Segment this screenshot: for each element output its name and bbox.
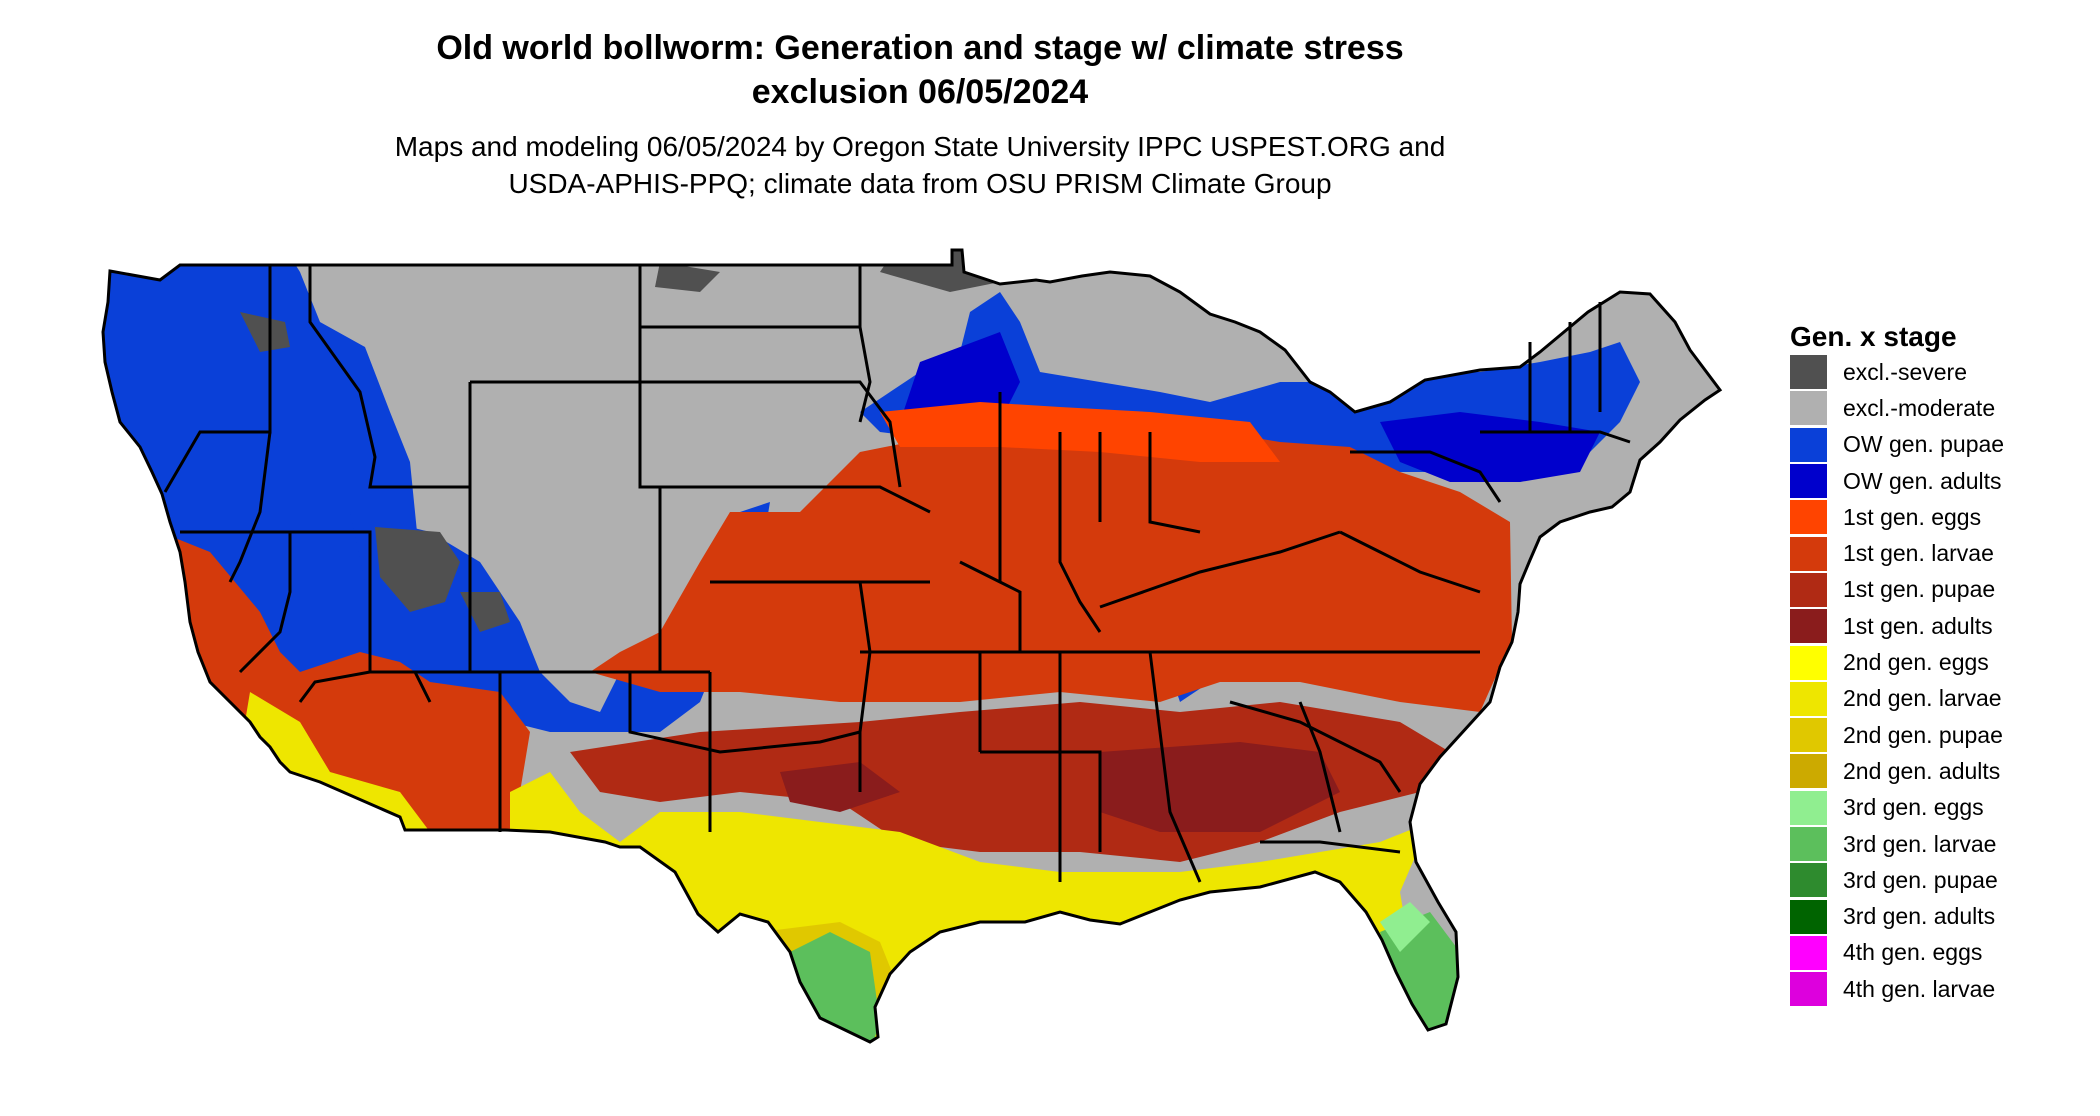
legend-item: 4th gen. eggs — [1790, 935, 2080, 971]
legend-swatch — [1790, 645, 1827, 680]
legend-label: OW gen. pupae — [1843, 431, 2005, 458]
legend-label: 1st gen. eggs — [1843, 503, 1982, 530]
legend-label: 4th gen. eggs — [1843, 939, 1983, 966]
legend-swatch — [1790, 500, 1827, 535]
legend-item: 2nd gen. larvae — [1790, 681, 2080, 717]
legend-label: excl.-moderate — [1843, 394, 1996, 421]
legend-item: 4th gen. larvae — [1790, 971, 2080, 1007]
legend-label: 2nd gen. eggs — [1843, 649, 1989, 676]
legend-swatch — [1790, 391, 1827, 426]
legend-item: excl.-severe — [1790, 354, 2080, 390]
legend-label: 2nd gen. larvae — [1843, 685, 2002, 712]
legend-label: 2nd gen. adults — [1843, 757, 2001, 784]
legend-label: 1st gen. larvae — [1843, 540, 1994, 567]
legend-swatch — [1790, 536, 1827, 571]
legend-label: 2nd gen. pupae — [1843, 721, 2003, 748]
legend-item: 3rd gen. larvae — [1790, 826, 2080, 862]
map-title: Old world bollworm: Generation and stage… — [330, 26, 1510, 114]
legend-item: 1st gen. eggs — [1790, 499, 2080, 535]
legend-label: 3rd gen. adults — [1843, 903, 1996, 930]
legend-swatch — [1790, 754, 1827, 789]
legend-label: 1st gen. pupae — [1843, 576, 1996, 603]
map-subtitle-line-2: USDA-APHIS-PPQ; climate data from OSU PR… — [508, 168, 1332, 199]
legend-label: 4th gen. larvae — [1843, 975, 1996, 1002]
map-subtitle-line-1: Maps and modeling 06/05/2024 by Oregon S… — [394, 131, 1446, 162]
legend-swatch — [1790, 464, 1827, 499]
legend-swatch — [1790, 427, 1827, 462]
legend-item: 2nd gen. adults — [1790, 753, 2080, 789]
legend-item: 2nd gen. pupae — [1790, 717, 2080, 753]
map-title-line-1: Old world bollworm: Generation and stage… — [436, 29, 1404, 67]
legend-swatch — [1790, 572, 1827, 607]
legend-item: OW gen. adults — [1790, 463, 2080, 499]
map-title-line-2: exclusion 06/05/2024 — [751, 73, 1089, 111]
legend-title: Gen. x stage — [1790, 321, 1957, 352]
legend-swatch — [1790, 863, 1827, 898]
legend-swatch — [1790, 609, 1827, 644]
legend-swatch — [1790, 790, 1827, 825]
legend-item: 3rd gen. eggs — [1790, 790, 2080, 826]
map-subtitle: Maps and modeling 06/05/2024 by Oregon S… — [330, 128, 1510, 202]
legend-swatch — [1790, 935, 1827, 970]
legend-label: OW gen. adults — [1843, 467, 2002, 494]
legend-swatch — [1790, 827, 1827, 861]
legend-item: 1st gen. adults — [1790, 608, 2080, 644]
legend-swatch — [1790, 355, 1827, 390]
us-phenology-map — [101, 248, 1722, 1044]
legend-item: 3rd gen. adults — [1790, 898, 2080, 934]
legend-item: 2nd gen. eggs — [1790, 644, 2080, 680]
legend-item: 3rd gen. pupae — [1790, 862, 2080, 898]
legend-label: 3rd gen. eggs — [1843, 794, 1984, 821]
legend-item: 1st gen. pupae — [1790, 572, 2080, 608]
legend-swatch — [1790, 681, 1827, 716]
legend-items: excl.-severe excl.-moderate OW gen. pupae O… — [1790, 354, 2080, 1007]
legend-item: excl.-moderate — [1790, 390, 2080, 426]
legend-swatch — [1790, 718, 1827, 753]
legend-item: 1st gen. larvae — [1790, 535, 2080, 571]
legend-swatch — [1790, 899, 1827, 934]
legend-item: OW gen. pupae — [1790, 427, 2080, 463]
legend-label: excl.-severe — [1843, 358, 1967, 385]
map-legend: Gen. x stage excl.-severe excl.-moderate O… — [1790, 320, 2080, 1007]
legend-swatch — [1790, 972, 1827, 1007]
legend-label: 1st gen. adults — [1843, 612, 1993, 639]
legend-label: 3rd gen. pupae — [1843, 866, 1998, 893]
legend-label: 3rd gen. larvae — [1843, 830, 1997, 857]
